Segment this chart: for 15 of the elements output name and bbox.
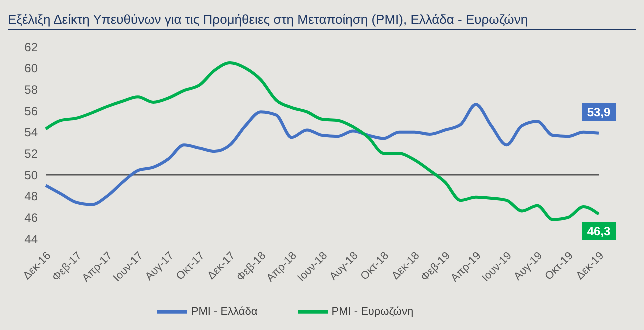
y-tick-label: 44: [24, 232, 38, 246]
y-tick-label: 48: [24, 190, 38, 204]
y-tick-label: 46: [24, 210, 38, 225]
y-tick-label: 50: [24, 168, 38, 182]
data-label: 53,9: [587, 105, 611, 120]
y-tick-label: 58: [24, 82, 38, 97]
data-label: 46,3: [587, 224, 611, 238]
chart-title: Εξέλιξη Δείκτη Υπευθύνων για τις Προμήθειες στη Μεταποίηση (PMI), Ελλάδα - Ευρωζώνη: [8, 12, 636, 30]
y-tick-label: 54: [24, 126, 38, 140]
legend-label: PMI - Ευρωζώνη: [332, 306, 414, 318]
y-tick-label: 52: [24, 146, 38, 161]
y-tick-label: 62: [24, 40, 38, 54]
y-tick-label: 56: [24, 104, 38, 118]
legend-label: PMI - Ελλάδα: [191, 306, 258, 318]
y-tick-label: 60: [24, 62, 38, 76]
